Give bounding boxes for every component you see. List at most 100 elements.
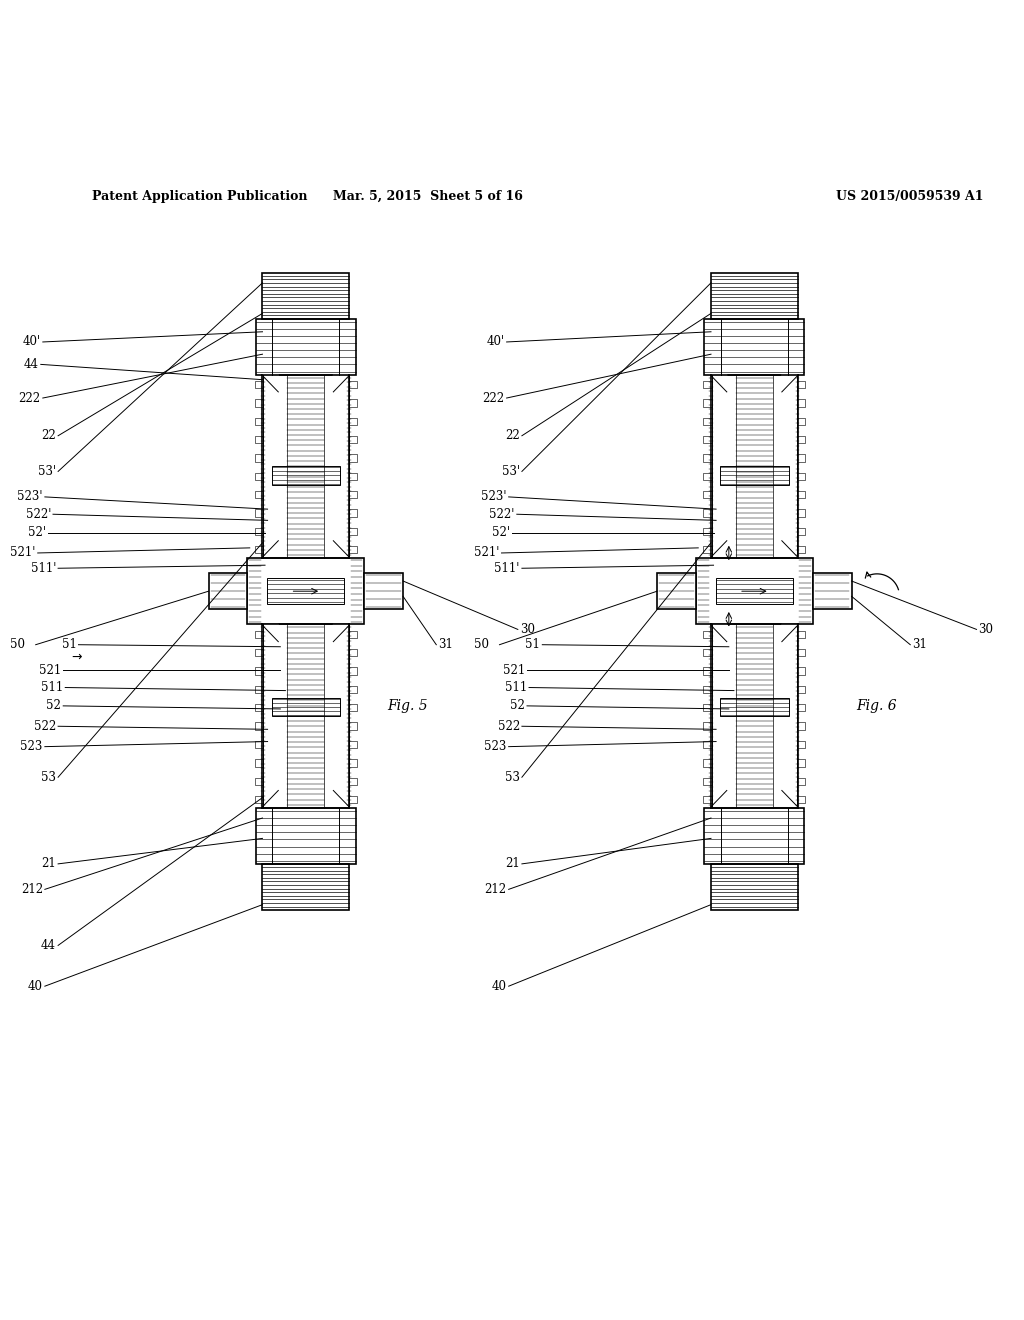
Polygon shape <box>782 375 798 393</box>
Text: 44: 44 <box>24 358 39 371</box>
Polygon shape <box>262 624 279 643</box>
Bar <box>271 466 340 484</box>
Text: 31: 31 <box>438 638 454 651</box>
Text: 523: 523 <box>20 741 43 754</box>
Bar <box>348 722 356 730</box>
Text: 212: 212 <box>484 883 507 896</box>
Text: Fig. 5: Fig. 5 <box>387 698 428 713</box>
Text: 40: 40 <box>28 979 43 993</box>
Bar <box>720 466 788 484</box>
Text: US 2015/0059539 A1: US 2015/0059539 A1 <box>836 190 983 203</box>
Text: Patent Application Publication: Patent Application Publication <box>92 190 307 203</box>
Bar <box>255 759 263 767</box>
Bar <box>797 741 805 748</box>
Text: 53: 53 <box>505 771 520 784</box>
Text: 44: 44 <box>41 939 56 952</box>
Text: →: → <box>72 651 82 664</box>
Bar <box>696 558 813 624</box>
Text: 53: 53 <box>41 771 56 784</box>
Polygon shape <box>782 540 798 558</box>
Bar <box>797 722 805 730</box>
Bar <box>797 631 805 638</box>
Text: 40: 40 <box>492 979 507 993</box>
Text: 521: 521 <box>503 664 525 677</box>
Text: 521: 521 <box>39 664 61 677</box>
Bar <box>348 546 356 553</box>
Text: 51: 51 <box>61 638 77 651</box>
Bar <box>720 698 788 715</box>
Text: 50: 50 <box>474 638 489 651</box>
Bar <box>209 573 248 610</box>
Polygon shape <box>711 375 727 393</box>
Text: 52': 52' <box>28 527 46 539</box>
Polygon shape <box>782 624 798 643</box>
Bar <box>797 777 805 785</box>
Polygon shape <box>334 624 349 643</box>
Text: 52': 52' <box>492 527 510 539</box>
Text: 52: 52 <box>510 700 525 713</box>
Bar <box>255 631 263 638</box>
Polygon shape <box>711 624 727 643</box>
Bar <box>348 491 356 499</box>
Bar <box>262 273 349 318</box>
Bar <box>348 631 356 638</box>
Bar <box>262 863 349 909</box>
Bar <box>255 491 263 499</box>
Text: 30: 30 <box>979 623 993 636</box>
Bar <box>348 510 356 517</box>
Bar <box>348 668 356 675</box>
Bar <box>348 686 356 693</box>
Text: 523': 523' <box>481 491 507 503</box>
Bar <box>248 558 365 624</box>
Text: 511': 511' <box>31 562 56 574</box>
Bar <box>797 381 805 388</box>
Text: 21: 21 <box>41 858 56 870</box>
Bar <box>348 381 356 388</box>
Bar <box>348 436 356 444</box>
Text: 522: 522 <box>498 719 520 733</box>
Bar <box>703 400 712 407</box>
Bar <box>255 546 263 553</box>
Text: 523: 523 <box>484 741 507 754</box>
Bar <box>703 668 712 675</box>
Bar <box>797 491 805 499</box>
Bar <box>255 686 263 693</box>
Text: 53': 53' <box>502 465 520 478</box>
Text: 222: 222 <box>18 392 41 404</box>
Bar <box>255 649 263 656</box>
Bar <box>703 436 712 444</box>
Bar <box>797 528 805 535</box>
Bar <box>348 649 356 656</box>
Bar <box>256 318 355 375</box>
Bar <box>797 546 805 553</box>
Polygon shape <box>334 540 349 558</box>
Text: 522: 522 <box>34 719 56 733</box>
Text: 30: 30 <box>520 623 535 636</box>
Polygon shape <box>262 789 279 808</box>
Text: 511: 511 <box>41 681 63 694</box>
Bar <box>703 704 712 711</box>
Text: 511: 511 <box>505 681 527 694</box>
Text: 40': 40' <box>486 335 505 348</box>
Bar <box>255 796 263 803</box>
Text: 222: 222 <box>482 392 505 404</box>
Text: 522': 522' <box>489 508 515 520</box>
Bar <box>797 759 805 767</box>
Bar <box>703 631 712 638</box>
Bar <box>797 400 805 407</box>
Bar <box>705 318 804 375</box>
Bar <box>797 686 805 693</box>
Bar <box>703 510 712 517</box>
Bar <box>797 454 805 462</box>
Bar <box>716 578 793 605</box>
Bar <box>255 777 263 785</box>
Polygon shape <box>334 375 349 393</box>
Bar <box>255 704 263 711</box>
Bar <box>348 777 356 785</box>
Bar <box>797 796 805 803</box>
Text: 31: 31 <box>912 638 927 651</box>
Text: 51: 51 <box>525 638 541 651</box>
Bar <box>797 668 805 675</box>
Bar <box>703 777 712 785</box>
Bar <box>348 473 356 480</box>
